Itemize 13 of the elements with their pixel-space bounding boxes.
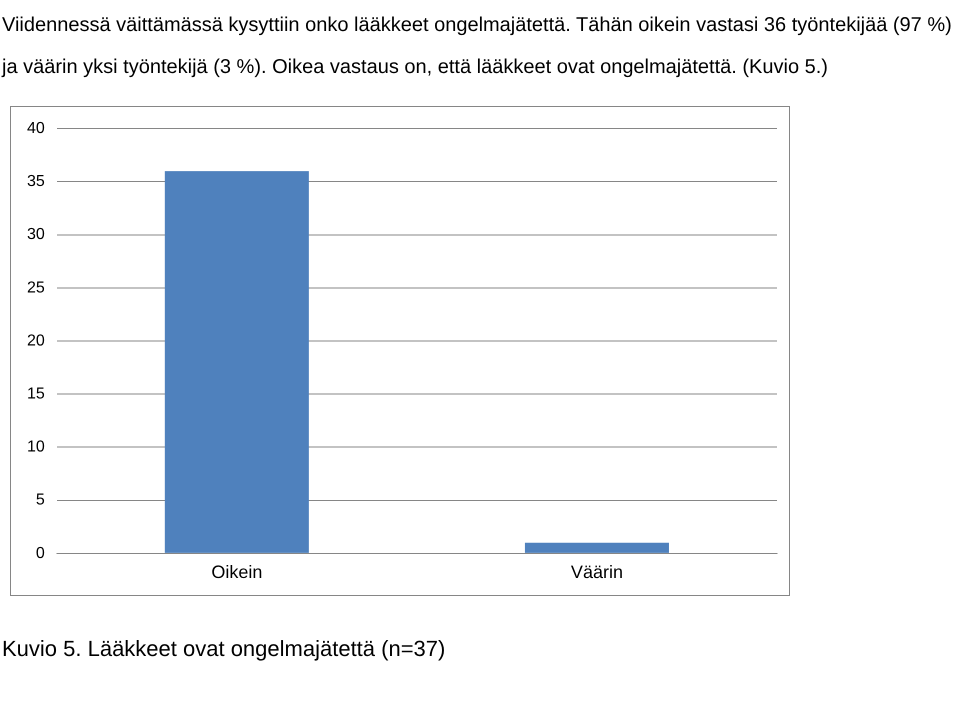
x-tick-label: Väärin	[570, 562, 623, 582]
y-tick-label: 25	[27, 279, 45, 296]
y-tick-label: 35	[27, 173, 45, 190]
text: Kuvio 5. Lääkkeet ovat ongelmajätettä (n=37)	[1, 636, 446, 662]
y-tick-label: 5	[36, 492, 45, 509]
y-tick-label: 15	[27, 386, 45, 403]
x-tick-label: Oikein	[211, 562, 262, 582]
text: Viidennessä väittämässä kysyttiin onko lääkkeet ongelmajätettä. Tähän oikein vastasi 36 työntekijää (97 %) ja väärin yksi työntekijä (3 %). Oikea vastaus on, että lääkkeet ovat ongelmajätettä. (Kuvio 5.)	[0, 13, 952, 80]
y-tick-label: 10	[27, 438, 45, 456]
y-tick-label: 20	[27, 332, 45, 350]
y-tick-label: 40	[27, 120, 45, 138]
y-tick-label: 30	[27, 226, 45, 244]
y-tick-label: 0	[36, 544, 45, 562]
